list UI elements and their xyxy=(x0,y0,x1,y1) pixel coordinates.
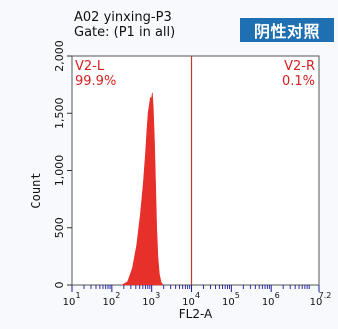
x-tick-exponent: 7.2 xyxy=(319,291,332,300)
x-tick-exponent: 2 xyxy=(115,291,120,300)
negative-control-badge: 阴性对照 xyxy=(240,18,334,42)
region-right-name: V2-R xyxy=(284,59,315,74)
x-tick-exponent: 5 xyxy=(235,291,240,300)
y-tick-label: 0 xyxy=(53,282,66,289)
x-tick-label: 10 xyxy=(63,297,76,308)
y-tick-label: 2,000 xyxy=(53,40,66,72)
x-tick-label: 10 xyxy=(222,297,235,308)
y-axis-label: Count xyxy=(29,172,43,208)
x-tick-exponent: 1 xyxy=(75,291,80,300)
region-left-name: V2-L xyxy=(75,59,105,74)
x-tick-label: 10 xyxy=(310,297,323,308)
x-tick-label: 10 xyxy=(262,297,275,308)
y-tick-label: 500 xyxy=(53,217,66,238)
x-tick-exponent: 6 xyxy=(275,291,280,300)
region-left-percent: 99.9% xyxy=(75,74,116,89)
y-tick-label: 1,500 xyxy=(53,98,66,130)
sample-title: A02 yinxing-P3 xyxy=(74,10,172,25)
x-tick-exponent: 4 xyxy=(195,291,200,300)
x-tick-exponent: 3 xyxy=(155,291,160,300)
region-right-percent: 0.1% xyxy=(282,74,315,89)
x-tick-label: 10 xyxy=(182,297,195,308)
x-tick-label: 10 xyxy=(142,297,155,308)
gate-subtitle: Gate: (P1 in all) xyxy=(74,25,176,40)
plot-frame xyxy=(71,55,320,286)
x-tick-label: 10 xyxy=(102,297,115,308)
y-tick-label: 1,000 xyxy=(53,155,66,187)
x-axis-label: FL2-A xyxy=(179,307,213,321)
histogram-area xyxy=(120,92,164,286)
